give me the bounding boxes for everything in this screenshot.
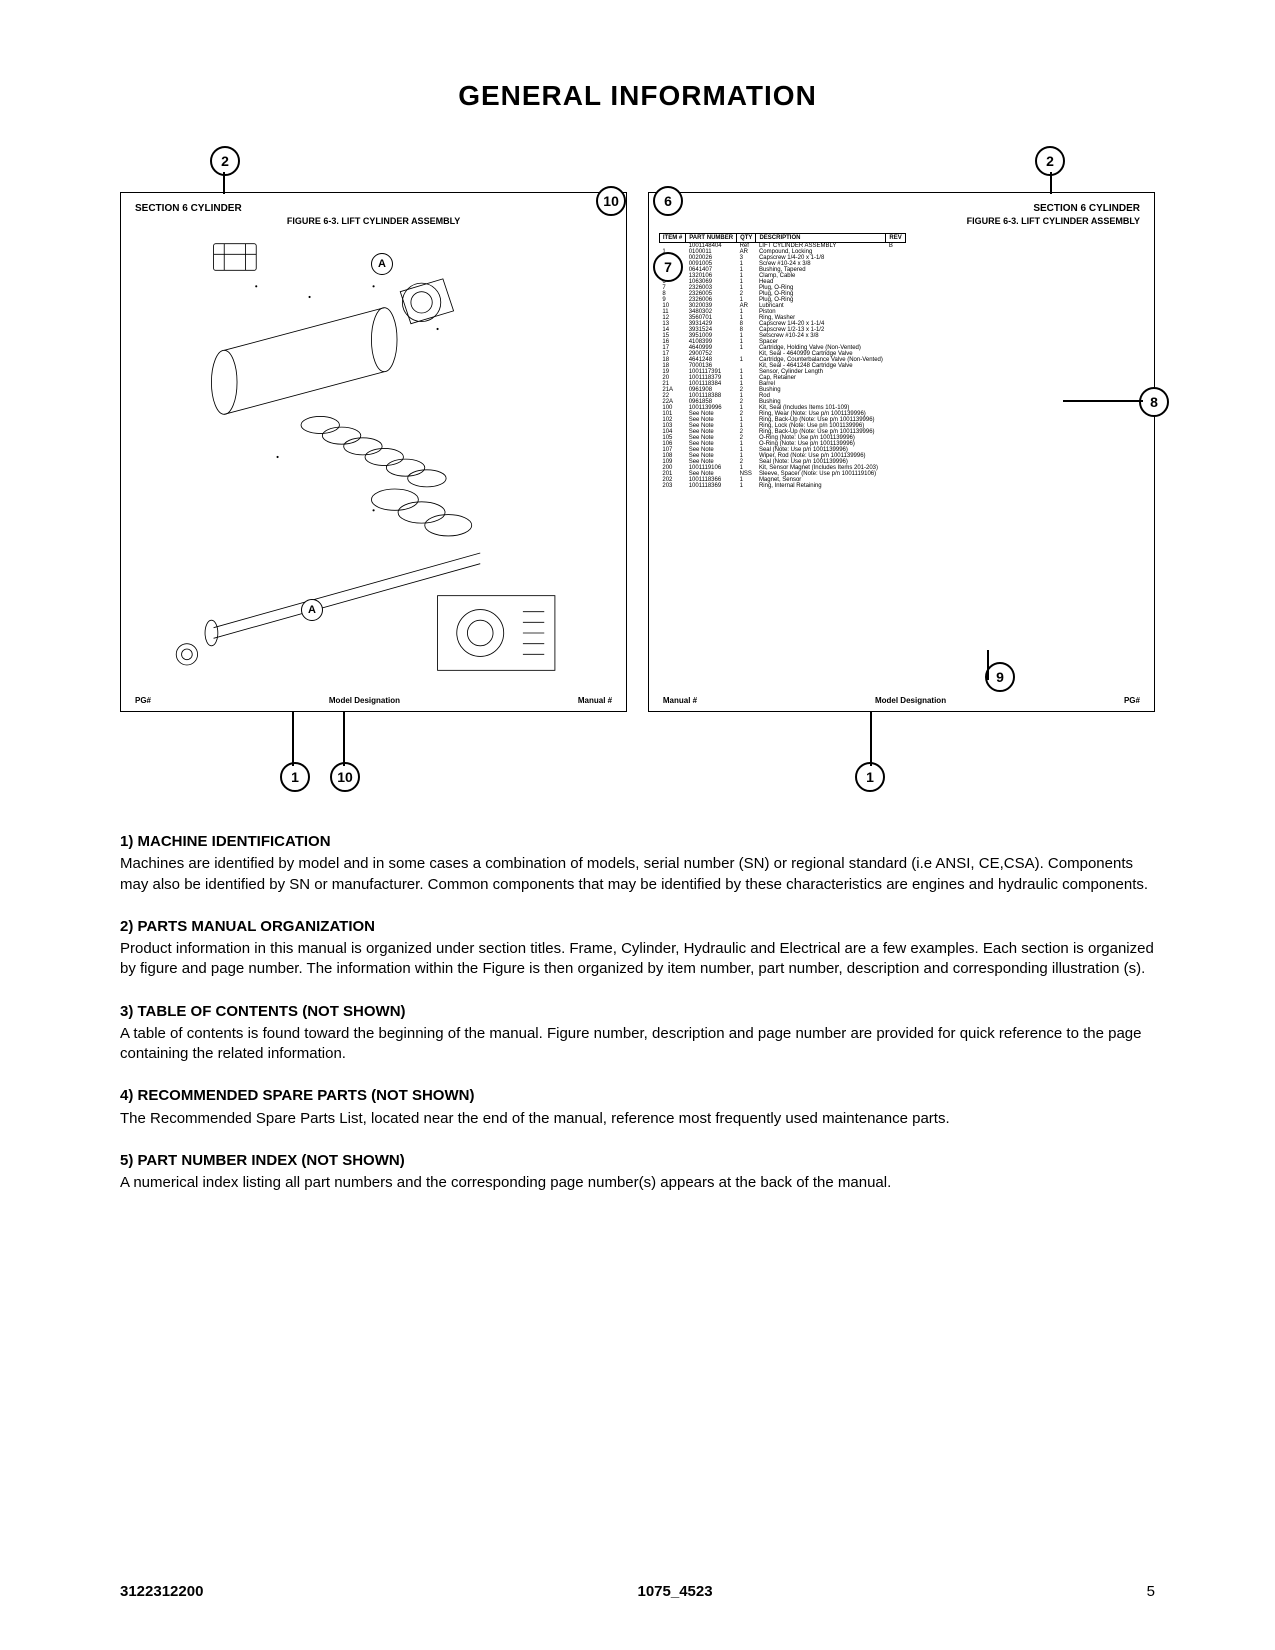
left-section-label: SECTION 6 CYLINDER <box>135 203 612 214</box>
left-panel: SECTION 6 CYLINDER FIGURE 6-3. LIFT CYLI… <box>120 192 627 712</box>
text-sections: 1) MACHINE IDENTIFICATIONMachines are id… <box>120 832 1155 1193</box>
callout-2-left: 2 <box>210 146 240 176</box>
leader <box>1050 172 1052 194</box>
leader <box>987 650 989 680</box>
right-panel-footer: Manual # Model Designation PG# <box>663 696 1140 705</box>
footer-right: 5 <box>1147 1583 1155 1600</box>
right-footer-manual: Manual # <box>663 696 697 705</box>
footer-left: 3122312200 <box>120 1583 203 1600</box>
table-cell: 1 <box>737 483 756 489</box>
left-footer-pg: PG# <box>135 696 151 705</box>
exploded-drawing <box>131 233 616 681</box>
leader <box>292 711 294 766</box>
right-section-label: SECTION 6 CYLINDER <box>663 203 1140 214</box>
table-header: ITEM # <box>659 234 685 243</box>
callout-6: 6 <box>653 186 683 216</box>
page-footer: 3122312200 1075_4523 5 <box>120 1583 1155 1600</box>
right-footer-pg: PG# <box>1124 696 1140 705</box>
section-body: The Recommended Spare Parts List, locate… <box>120 1109 1155 1129</box>
left-footer-model: Model Designation <box>329 696 400 705</box>
section-heading: 5) PART NUMBER INDEX (NOT SHOWN) <box>120 1151 1155 1171</box>
callout-1-left: 1 <box>280 762 310 792</box>
table-header: QTY <box>737 234 756 243</box>
callout-a-upper: A <box>371 253 393 275</box>
right-figure-label: FIGURE 6-3. LIFT CYLINDER ASSEMBLY <box>663 216 1140 226</box>
leader <box>870 711 872 766</box>
leader <box>1063 400 1143 402</box>
section-body: Machines are identified by model and in … <box>120 854 1155 895</box>
left-panel-footer: PG# Model Designation Manual # <box>135 696 612 705</box>
parts-table-body: 1001148404RefLIFT CYLINDER ASSEMBLYB1010… <box>659 243 905 490</box>
section-heading: 4) RECOMMENDED SPARE PARTS (NOT SHOWN) <box>120 1086 1155 1106</box>
leader <box>223 172 225 194</box>
section-body: A numerical index listing all part numbe… <box>120 1173 1155 1193</box>
table-row: 20310011183691Ring, Internal Retaining <box>659 483 905 489</box>
table-cell <box>886 483 905 489</box>
page-title: GENERAL INFORMATION <box>120 80 1155 112</box>
page: GENERAL INFORMATION SECTION 6 CYLINDER F… <box>0 0 1275 1650</box>
right-panel: SECTION 6 CYLINDER FIGURE 6-3. LIFT CYLI… <box>648 192 1155 712</box>
leader <box>343 711 345 766</box>
table-header: DESCRIPTION <box>756 234 886 243</box>
footer-center: 1075_4523 <box>638 1583 713 1600</box>
diagram-area: SECTION 6 CYLINDER FIGURE 6-3. LIFT CYLI… <box>120 152 1155 792</box>
callout-7: 7 <box>653 252 683 282</box>
callout-8: 8 <box>1139 387 1169 417</box>
table-cell: 203 <box>659 483 685 489</box>
section-heading: 3) TABLE OF CONTENTS (NOT SHOWN) <box>120 1002 1155 1022</box>
callout-10-top: 10 <box>596 186 626 216</box>
callout-a-lower: A <box>301 599 323 621</box>
section-body: Product information in this manual is or… <box>120 939 1155 980</box>
table-header: PART NUMBER <box>686 234 737 243</box>
table-cell: Ring, Internal Retaining <box>756 483 886 489</box>
parts-table: ITEM #PART NUMBERQTYDESCRIPTIONREV 10011… <box>659 233 906 489</box>
table-cell: 1001118369 <box>686 483 737 489</box>
callout-10-bottom: 10 <box>330 762 360 792</box>
right-footer-model: Model Designation <box>875 696 946 705</box>
parts-table-header-row: ITEM #PART NUMBERQTYDESCRIPTIONREV <box>659 234 905 243</box>
section-heading: 2) PARTS MANUAL ORGANIZATION <box>120 917 1155 937</box>
callout-1-right: 1 <box>855 762 885 792</box>
left-footer-manual: Manual # <box>578 696 612 705</box>
callout-9: 9 <box>985 662 1015 692</box>
section-body: A table of contents is found toward the … <box>120 1024 1155 1065</box>
left-figure-label: FIGURE 6-3. LIFT CYLINDER ASSEMBLY <box>135 216 612 226</box>
table-header: REV <box>886 234 905 243</box>
section-heading: 1) MACHINE IDENTIFICATION <box>120 832 1155 852</box>
